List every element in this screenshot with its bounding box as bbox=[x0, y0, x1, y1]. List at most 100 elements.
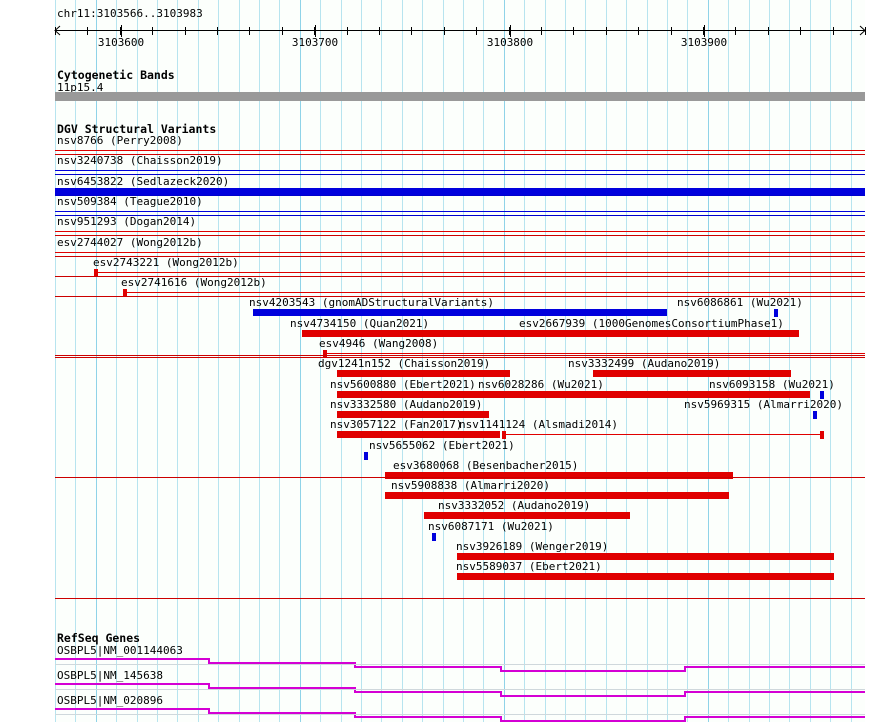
gene-exon-segment bbox=[684, 666, 865, 668]
variant-bar[interactable] bbox=[548, 330, 799, 337]
variant-label: nsv6093158 (Wu2021) bbox=[709, 378, 835, 391]
section-title-dgv: DGV Structural Variants bbox=[57, 122, 217, 136]
row-separator bbox=[55, 256, 865, 257]
variant-label: nsv5589037 (Ebert2021) bbox=[456, 560, 602, 573]
gridline bbox=[443, 0, 444, 722]
gene-exon-segment bbox=[354, 691, 500, 693]
gridline bbox=[830, 0, 831, 722]
ruler-tick bbox=[865, 27, 866, 35]
gene-model[interactable] bbox=[0, 658, 890, 672]
cytoband-label: 11p15.4 bbox=[57, 81, 104, 94]
gridline bbox=[504, 0, 505, 722]
variant-bar[interactable] bbox=[385, 492, 729, 499]
gridline bbox=[749, 0, 750, 722]
variant-tick[interactable] bbox=[813, 411, 817, 419]
variant-tick[interactable] bbox=[820, 391, 824, 399]
gene-model[interactable] bbox=[0, 708, 890, 722]
variant-line[interactable] bbox=[123, 292, 865, 293]
variant-line[interactable] bbox=[55, 252, 865, 253]
variant-end-cap[interactable] bbox=[323, 350, 327, 358]
variant-bar[interactable] bbox=[337, 391, 489, 398]
gene-row-separator bbox=[55, 664, 865, 665]
variant-line[interactable] bbox=[55, 150, 865, 151]
variant-line[interactable] bbox=[94, 272, 865, 273]
gene-intron-join bbox=[684, 666, 686, 672]
gridline bbox=[728, 0, 729, 722]
ruler-tick bbox=[573, 27, 574, 35]
gridline bbox=[545, 0, 546, 722]
variant-line[interactable] bbox=[55, 211, 865, 212]
ruler-tick-major bbox=[704, 25, 705, 37]
gridline bbox=[667, 0, 668, 722]
row-separator bbox=[55, 477, 865, 478]
variant-end-cap[interactable] bbox=[94, 269, 98, 277]
variant-line[interactable] bbox=[55, 231, 865, 232]
variant-bar[interactable] bbox=[455, 391, 810, 398]
variant-end-cap[interactable] bbox=[820, 431, 824, 439]
gene-exon-segment bbox=[684, 716, 865, 718]
ruler-tick bbox=[671, 27, 672, 35]
variant-tick[interactable] bbox=[774, 309, 778, 317]
ruler-tick bbox=[735, 27, 736, 35]
ruler-tick-major bbox=[315, 25, 316, 37]
variant-label: nsv3332580 (Audano2019) bbox=[330, 398, 483, 411]
ruler-tick bbox=[833, 27, 834, 35]
gridline bbox=[626, 0, 627, 722]
variant-bar[interactable] bbox=[253, 309, 667, 316]
variant-tick[interactable] bbox=[364, 452, 368, 460]
row-separator bbox=[55, 235, 865, 236]
variant-label: nsv5908838 (Almarri2020) bbox=[391, 479, 550, 492]
gridline bbox=[177, 0, 178, 722]
variant-bar[interactable] bbox=[385, 472, 733, 479]
gridline bbox=[361, 0, 362, 722]
gridline bbox=[239, 0, 240, 722]
variant-bar[interactable] bbox=[424, 512, 630, 519]
variant-bar[interactable] bbox=[55, 188, 865, 195]
variant-label: nsv8766 (Perry2008) bbox=[57, 134, 183, 147]
gene-exon-segment bbox=[684, 691, 865, 693]
gridline bbox=[116, 0, 117, 722]
variant-label: nsv951293 (Dogan2014) bbox=[57, 215, 197, 228]
ruler-tick bbox=[800, 27, 801, 35]
variant-bar[interactable] bbox=[593, 370, 791, 377]
gridline bbox=[259, 0, 260, 722]
cytoband-bar[interactable] bbox=[55, 92, 865, 101]
variant-line[interactable] bbox=[502, 434, 824, 435]
variant-label: nsv6028286 (Wu2021) bbox=[478, 378, 604, 391]
gridline bbox=[789, 0, 790, 722]
gene-label: OSBPL5|NM_020896 bbox=[57, 694, 163, 707]
gridline bbox=[198, 0, 199, 722]
variant-bar[interactable] bbox=[337, 411, 489, 418]
variant-bar[interactable] bbox=[457, 553, 834, 560]
variant-label: nsv4734150 (Quan2021) bbox=[290, 317, 430, 330]
variant-bar[interactable] bbox=[457, 573, 834, 580]
variant-line[interactable] bbox=[55, 170, 865, 171]
variant-label: nsv5655062 (Ebert2021) bbox=[369, 439, 515, 452]
variant-label: nsv509384 (Teague2010) bbox=[57, 195, 203, 208]
variant-tick[interactable] bbox=[432, 533, 436, 541]
variant-label: nsv3332499 (Audano2019) bbox=[568, 357, 721, 370]
gene-intron-join bbox=[208, 708, 210, 714]
gridline bbox=[402, 0, 403, 722]
gene-row-separator bbox=[55, 714, 865, 715]
ruler-tick-major bbox=[121, 25, 122, 37]
locus-label: chr11:3103566..3103983 bbox=[57, 7, 203, 20]
ruler-tick bbox=[152, 27, 153, 35]
ruler-tick-label: 3103800 bbox=[486, 36, 534, 49]
ruler-tick bbox=[509, 27, 510, 35]
ruler-tick bbox=[217, 27, 218, 35]
variant-end-cap[interactable] bbox=[123, 289, 127, 297]
variant-label: nsv3332052 (Audano2019) bbox=[438, 499, 591, 512]
coordinate-ruler[interactable]: 3103600 3103700 3103800 3103900 bbox=[54, 25, 866, 49]
variant-bar[interactable] bbox=[337, 431, 500, 438]
vertical-gridlines bbox=[55, 0, 865, 722]
gridline bbox=[769, 0, 770, 722]
variant-end-cap[interactable] bbox=[502, 431, 506, 439]
gene-exon-segment bbox=[208, 712, 354, 714]
gridline bbox=[75, 0, 76, 722]
gene-intron-join bbox=[354, 687, 356, 693]
gridline bbox=[810, 0, 811, 722]
variant-line[interactable] bbox=[323, 353, 865, 354]
variant-bar[interactable] bbox=[337, 370, 510, 377]
gene-model[interactable] bbox=[0, 683, 890, 697]
